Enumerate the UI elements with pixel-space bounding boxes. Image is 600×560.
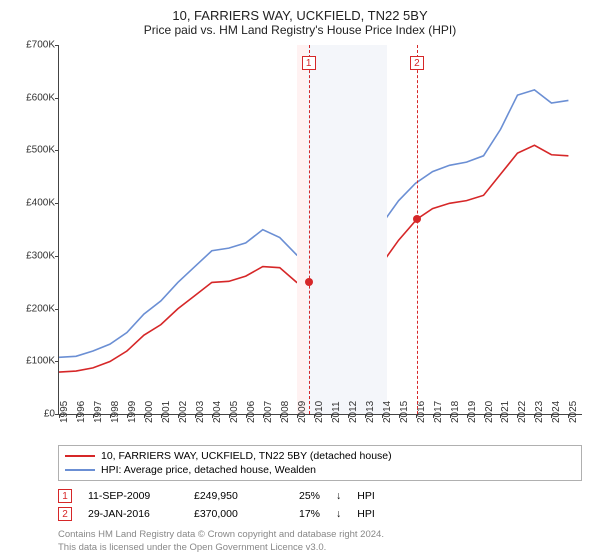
x-tick-label: 2014 xyxy=(382,401,393,423)
legend-swatch xyxy=(65,469,95,471)
x-tick-label: 2018 xyxy=(450,401,461,423)
marker-box: 2 xyxy=(410,56,424,70)
y-tick-mark xyxy=(55,361,59,362)
marker-dot xyxy=(413,215,421,223)
sale-date: 29-JAN-2016 xyxy=(88,508,178,520)
sale-marker: 2 xyxy=(58,507,72,521)
x-tick-label: 2020 xyxy=(484,401,495,423)
y-tick-mark xyxy=(55,98,59,99)
sale-delta: 17% xyxy=(280,508,320,520)
legend-item: HPI: Average price, detached house, Weal… xyxy=(65,463,575,477)
sales-table: 1 11-SEP-2009 £249,950 25% ↓ HPI 2 29-JAN-2016 £… xyxy=(58,487,582,523)
y-tick-mark xyxy=(55,150,59,151)
x-tick-label: 2006 xyxy=(246,401,257,423)
sale-row: 1 11-SEP-2009 £249,950 25% ↓ HPI xyxy=(58,487,582,505)
y-tick-label: £400K xyxy=(11,198,55,209)
marker-vline xyxy=(309,45,310,414)
footer-attribution: Contains HM Land Registry data © Crown c… xyxy=(58,529,582,554)
x-tick-label: 2023 xyxy=(534,401,545,423)
x-tick-label: 1998 xyxy=(110,401,121,423)
x-tick-label: 1997 xyxy=(93,401,104,423)
y-tick-label: £500K xyxy=(11,145,55,156)
y-tick-label: £300K xyxy=(11,250,55,261)
legend-swatch xyxy=(65,455,95,457)
x-tick-label: 1999 xyxy=(127,401,138,423)
y-tick-mark xyxy=(55,45,59,46)
footer-line-1: Contains HM Land Registry data © Crown c… xyxy=(58,529,582,541)
x-tick-label: 2008 xyxy=(280,401,291,423)
legend-box: 10, FARRIERS WAY, UCKFIELD, TN22 5BY (de… xyxy=(58,445,582,481)
x-tick-label: 2003 xyxy=(195,401,206,423)
x-tick-label: 2005 xyxy=(229,401,240,423)
sale-price: £249,950 xyxy=(194,490,264,502)
sale-delta: 25% xyxy=(280,490,320,502)
sale-arrow-icon: ↓ xyxy=(336,508,341,520)
highlight-band xyxy=(297,45,307,414)
y-tick-mark xyxy=(55,203,59,204)
chart-title: 10, FARRIERS WAY, UCKFIELD, TN22 5BY xyxy=(10,8,590,23)
x-tick-label: 2019 xyxy=(467,401,478,423)
x-tick-label: 2009 xyxy=(297,401,308,423)
footer-line-2: This data is licensed under the Open Gov… xyxy=(58,542,582,554)
x-tick-label: 1995 xyxy=(59,401,70,423)
x-tick-label: 2024 xyxy=(551,401,562,423)
x-tick-label: 2011 xyxy=(331,402,342,424)
x-tick-label: 2000 xyxy=(144,401,155,423)
y-tick-mark xyxy=(55,309,59,310)
chart-subtitle: Price paid vs. HM Land Registry's House … xyxy=(10,23,590,37)
x-tick-label: 2002 xyxy=(178,401,189,423)
x-tick-label: 2017 xyxy=(433,401,444,423)
x-tick-label: 2007 xyxy=(263,401,274,423)
sale-marker: 1 xyxy=(58,489,72,503)
x-tick-label: 2025 xyxy=(568,401,579,423)
marker-dot xyxy=(305,278,313,286)
y-tick-label: £0 xyxy=(11,409,55,420)
x-tick-label: 2001 xyxy=(161,401,172,423)
y-tick-label: £600K xyxy=(11,92,55,103)
x-tick-label: 2021 xyxy=(500,401,511,423)
marker-vline xyxy=(417,45,418,414)
y-tick-mark xyxy=(55,256,59,257)
sale-vs-label: HPI xyxy=(357,508,375,520)
y-tick-label: £100K xyxy=(11,356,55,367)
sale-arrow-icon: ↓ xyxy=(336,490,341,502)
plot-region: £0£100K£200K£300K£400K£500K£600K£700K199… xyxy=(58,45,582,415)
x-tick-label: 2004 xyxy=(212,401,223,423)
x-tick-label: 2015 xyxy=(399,401,410,423)
marker-box: 1 xyxy=(302,56,316,70)
x-tick-label: 2013 xyxy=(365,401,376,423)
x-tick-label: 2022 xyxy=(517,401,528,423)
x-tick-label: 1996 xyxy=(76,401,87,423)
sale-price: £370,000 xyxy=(194,508,264,520)
y-tick-label: £200K xyxy=(11,303,55,314)
legend-item: 10, FARRIERS WAY, UCKFIELD, TN22 5BY (de… xyxy=(65,449,575,463)
x-tick-label: 2010 xyxy=(314,401,325,423)
x-tick-label: 2012 xyxy=(348,401,359,423)
y-tick-label: £700K xyxy=(11,40,55,51)
highlight-band xyxy=(307,45,387,414)
sale-date: 11-SEP-2009 xyxy=(88,490,178,502)
sale-vs-label: HPI xyxy=(357,490,375,502)
legend-label: 10, FARRIERS WAY, UCKFIELD, TN22 5BY (de… xyxy=(101,450,392,462)
chart-area: £0£100K£200K£300K£400K£500K£600K£700K199… xyxy=(58,45,582,415)
legend-label: HPI: Average price, detached house, Weal… xyxy=(101,464,316,476)
sale-row: 2 29-JAN-2016 £370,000 17% ↓ HPI xyxy=(58,505,582,523)
